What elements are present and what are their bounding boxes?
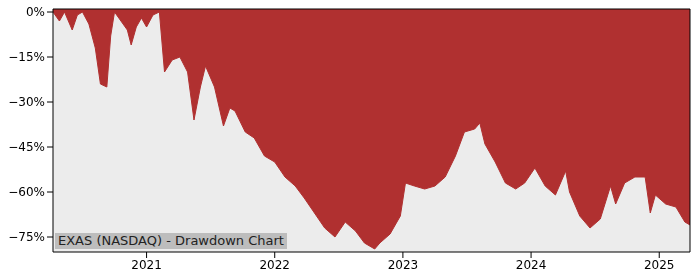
svg-text:−60%: −60% [8, 185, 45, 199]
svg-text:−15%: −15% [8, 50, 45, 64]
svg-text:0%: 0% [26, 5, 45, 19]
svg-text:−45%: −45% [8, 140, 45, 154]
svg-text:2023: 2023 [388, 258, 419, 272]
svg-text:2025: 2025 [644, 258, 675, 272]
svg-text:2021: 2021 [131, 258, 162, 272]
svg-text:2024: 2024 [516, 258, 547, 272]
svg-text:−75%: −75% [8, 230, 45, 244]
svg-text:2022: 2022 [259, 258, 290, 272]
svg-text:−30%: −30% [8, 95, 45, 109]
html-text:EXAS (NASDAQ) - Drawdown Chart: EXAS (NASDAQ) - Drawdown Chart [58, 233, 284, 248]
